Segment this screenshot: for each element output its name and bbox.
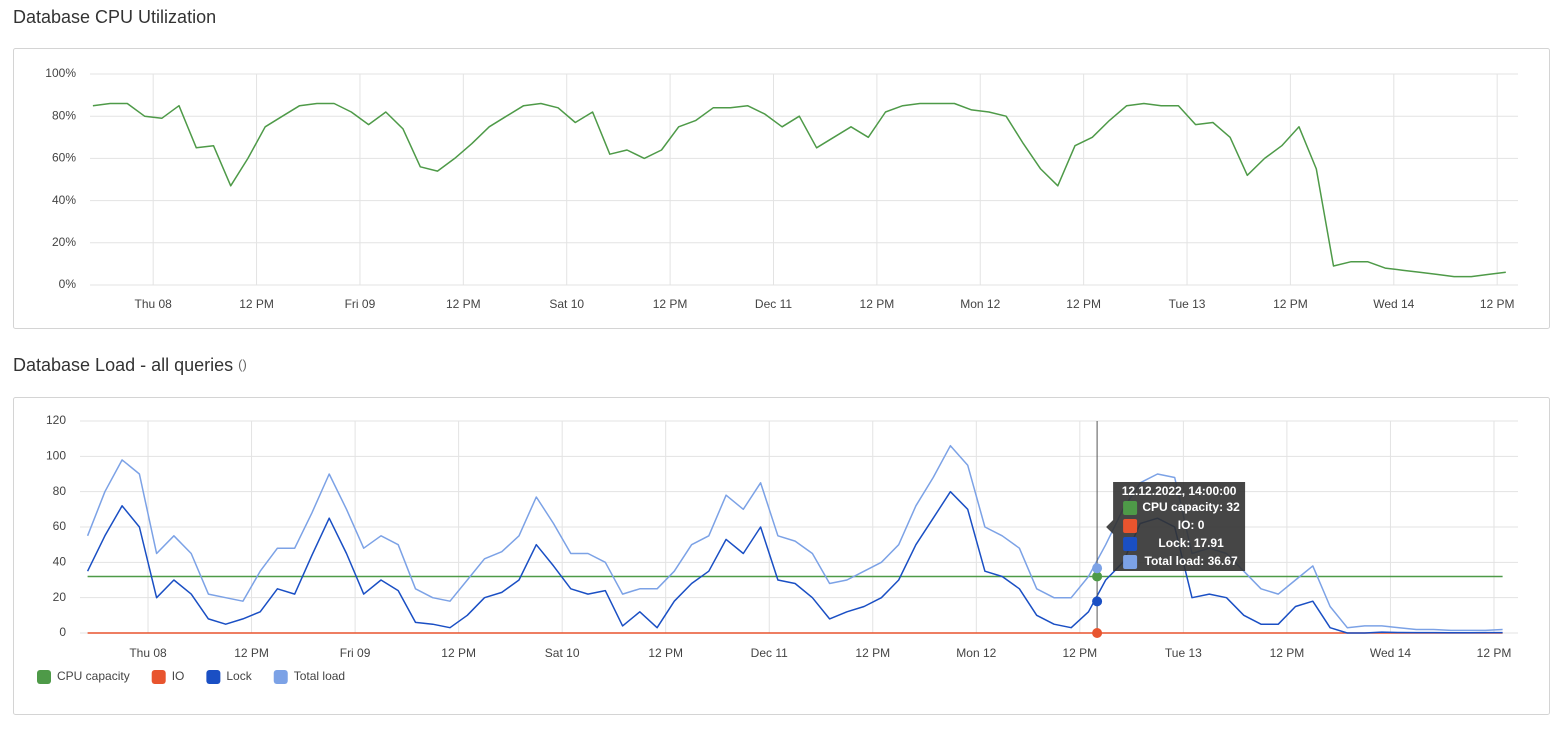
- y-tick-label: 100%: [45, 66, 76, 80]
- tooltip-swatch: [1123, 519, 1138, 533]
- tooltip-point: [1092, 628, 1103, 638]
- x-tick-label: 12 PM: [234, 646, 269, 660]
- legend-label: Total load: [294, 669, 345, 683]
- y-tick-label: 40: [53, 555, 67, 569]
- y-tick-label: 80%: [52, 108, 76, 122]
- x-tick-label: Mon 12: [960, 297, 1000, 311]
- tooltip-value: Lock: 17.91: [1158, 536, 1224, 550]
- x-tick-label: Wed 14: [1370, 646, 1411, 660]
- y-tick-label: 40%: [52, 193, 76, 207]
- x-tick-label: Tue 13: [1165, 646, 1202, 660]
- y-tick-label: 80: [53, 484, 67, 498]
- tooltip-box: [1106, 482, 1246, 571]
- tooltip-point: [1092, 571, 1103, 582]
- legend-label: Lock: [226, 669, 252, 683]
- legend-swatch: [273, 670, 288, 684]
- x-tick-label: 12 PM: [1273, 297, 1308, 311]
- panel-title: Database Load - all queries (): [13, 355, 247, 375]
- x-tick-label: 12 PM: [441, 646, 476, 660]
- x-tick-label: 12 PM: [1066, 297, 1101, 311]
- tooltip-point: [1092, 596, 1103, 607]
- panel: [13, 48, 1550, 329]
- x-tick-label: Sat 10: [549, 297, 584, 311]
- legend-label: IO: [172, 669, 185, 683]
- x-tick-label: Tue 13: [1169, 297, 1206, 311]
- tooltip-value: Total load: 36.67: [1145, 554, 1238, 568]
- tooltip-title: 12.12.2022, 14:00:00: [1122, 484, 1237, 498]
- x-tick-label: 12 PM: [446, 297, 481, 311]
- x-tick-label: 12 PM: [855, 646, 890, 660]
- x-tick-label: Dec 11: [751, 646, 788, 660]
- y-tick-label: 20%: [52, 235, 76, 249]
- x-tick-label: Dec 11: [755, 297, 792, 311]
- x-tick-label: Thu 08: [129, 646, 167, 660]
- series-line: [92, 102, 1506, 278]
- subtitle: (): [238, 357, 247, 372]
- tooltip-point: [1092, 563, 1103, 574]
- x-tick-label: 12 PM: [648, 646, 683, 660]
- series-line: [86, 490, 1503, 634]
- series-line: [86, 444, 1503, 632]
- x-tick-label: 12 PM: [860, 297, 895, 311]
- x-tick-label: 12 PM: [1062, 646, 1097, 660]
- x-tick-label: 12 PM: [1270, 646, 1305, 660]
- title-text: Database CPU Utilization: [13, 7, 216, 27]
- tooltip-swatch: [1123, 501, 1138, 515]
- x-tick-label: 12 PM: [1477, 646, 1512, 660]
- y-tick-label: 60: [53, 519, 67, 533]
- x-tick-label: Mon 12: [956, 646, 996, 660]
- x-tick-label: Fri 09: [345, 297, 376, 311]
- y-tick-label: 20: [53, 590, 67, 604]
- y-tick-label: 60%: [52, 151, 76, 165]
- legend-swatch: [37, 670, 51, 684]
- title-text: Database Load - all queries: [13, 355, 233, 375]
- tooltip-value: IO: 0: [1178, 518, 1205, 532]
- tooltip-value: CPU capacity: 32: [1142, 500, 1240, 514]
- x-tick-label: 12 PM: [1480, 297, 1515, 311]
- x-tick-label: Sat 10: [545, 646, 580, 660]
- x-tick-label: Wed 14: [1373, 297, 1414, 311]
- x-tick-label: 12 PM: [239, 297, 274, 311]
- y-tick-label: 0%: [59, 277, 77, 291]
- panel-title: Database CPU Utilization: [13, 7, 216, 27]
- y-tick-label: 120: [46, 413, 66, 427]
- legend-swatch: [206, 670, 221, 684]
- y-tick-label: 0: [59, 625, 66, 639]
- x-tick-label: Fri 09: [340, 646, 371, 660]
- tooltip-swatch: [1123, 555, 1138, 569]
- legend-label: CPU capacity: [57, 669, 130, 683]
- x-tick-label: 12 PM: [653, 297, 688, 311]
- tooltip-swatch: [1123, 537, 1138, 551]
- x-tick-label: Thu 08: [134, 297, 172, 311]
- y-tick-label: 100: [46, 449, 66, 463]
- legend-swatch: [151, 670, 166, 684]
- panel: [13, 397, 1550, 715]
